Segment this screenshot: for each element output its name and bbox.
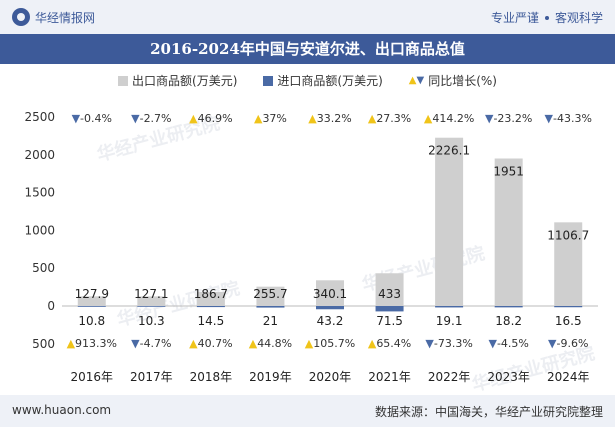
export-yoy-label: ▲27.3%: [368, 112, 411, 125]
export-bar: [316, 280, 344, 306]
import-value-label: 21: [263, 314, 278, 328]
footer: www.huaon.com 数据来源：中国海关，华经产业研究院整理: [0, 395, 615, 427]
brand-logo-icon: [12, 8, 30, 26]
brand: 华经情报网: [12, 8, 95, 26]
import-value-label: 10.3: [138, 314, 165, 328]
export-yoy-label: ▲33.2%: [308, 112, 351, 125]
export-bar: [435, 137, 464, 306]
import-value-label: 14.5: [198, 314, 225, 328]
export-yoy-label: ▼-43.3%: [545, 112, 592, 125]
import-yoy-label: ▲913.3%: [67, 337, 117, 350]
import-yoy-label: ▲44.8%: [249, 337, 292, 350]
export-value-label: 1106.7: [547, 228, 589, 242]
x-category-label: 2023年: [487, 370, 530, 384]
y-tick-label: 1000: [24, 223, 55, 237]
export-bar: [554, 222, 583, 306]
import-bar: [494, 306, 523, 308]
slogan-left: 专业严谨: [490, 11, 539, 25]
legend-export-label: 出口商品额(万美元): [132, 74, 238, 88]
y-tick-label: 2000: [24, 148, 55, 162]
export-bar: [77, 296, 106, 306]
export-bar: [196, 291, 225, 306]
separator-dot-icon: [544, 15, 549, 20]
legend: 出口商品额(万美元) 进口商品额(万美元) ▲▼ 同比增长(%): [0, 72, 615, 89]
footer-source: 数据来源：中国海关，华经产业研究院整理: [374, 405, 603, 419]
import-yoy-label: ▼-9.6%: [548, 337, 588, 350]
y-tick-label: 0: [47, 299, 55, 313]
slogan-right: 客观科学: [554, 11, 603, 25]
export-value-label: 186.7: [194, 287, 228, 301]
import-value-label: 71.5: [376, 314, 403, 328]
import-yoy-label: ▲65.4%: [368, 337, 411, 350]
import-bar: [375, 306, 404, 312]
export-value-label: 340.1: [313, 287, 347, 301]
export-bar: [256, 286, 285, 306]
export-yoy-label: ▲414.2%: [424, 112, 474, 125]
export-yoy-label: ▲46.9%: [189, 112, 232, 125]
import-value-label: 43.2: [317, 314, 344, 328]
x-category-label: 2016年: [71, 370, 114, 384]
import-yoy-label: ▲105.7%: [305, 337, 355, 350]
export-value-label: 127.9: [75, 287, 109, 301]
import-bar: [316, 306, 344, 310]
x-category-label: 2017年: [130, 370, 173, 384]
import-bar: [256, 306, 285, 308]
x-category-label: 2018年: [190, 370, 233, 384]
import-value-label: 18.2: [495, 314, 522, 328]
import-yoy-label: ▼-4.7%: [131, 337, 171, 350]
export-value-label: 433: [378, 287, 401, 301]
legend-yoy-label: 同比增长(%): [428, 74, 497, 88]
export-yoy-label: ▲37%: [254, 112, 287, 125]
x-category-label: 2022年: [428, 370, 471, 384]
y-tick-label: 2500: [24, 110, 55, 124]
x-category-label: 2019年: [249, 370, 292, 384]
export-bar: [494, 158, 523, 306]
import-value-label: 16.5: [555, 314, 582, 328]
legend-yoy: ▲▼ 同比增长(%): [409, 72, 497, 89]
export-value-label: 1951: [493, 165, 524, 179]
import-bar: [554, 306, 583, 308]
export-value-label: 255.7: [253, 287, 287, 301]
top-bar: 华经情报网 专业严谨 客观科学: [0, 0, 615, 34]
x-category-label: 2024年: [547, 370, 590, 384]
export-yoy-label: ▼-0.4%: [72, 112, 112, 125]
export-value-label: 2226.1: [428, 144, 470, 158]
x-category-label: 2021年: [368, 370, 411, 384]
export-value-label: 127.1: [134, 287, 168, 301]
slogan: 专业严谨 客观科学: [491, 9, 603, 26]
yoy-triangle-icon: ▲▼: [408, 75, 425, 86]
export-bar: [375, 273, 404, 306]
export-yoy-label: ▼-23.2%: [485, 112, 532, 125]
export-swatch-icon: [118, 75, 129, 86]
import-yoy-label: ▼-4.5%: [488, 337, 528, 350]
import-bar: [137, 306, 166, 307]
x-category-label: 2020年: [309, 370, 352, 384]
legend-export: 出口商品额(万美元): [118, 72, 237, 89]
legend-import: 进口商品额(万美元): [263, 72, 383, 89]
brand-name: 华经情报网: [35, 10, 96, 25]
export-yoy-label: ▼-2.7%: [131, 112, 171, 125]
legend-import-label: 进口商品额(万美元): [277, 74, 383, 88]
import-value-label: 19.1: [436, 314, 463, 328]
import-value-label: 10.8: [78, 314, 105, 328]
import-bar: [77, 306, 106, 307]
import-bar: [196, 306, 225, 308]
chart-title: 2016-2024年中国与安道尔进、出口商品总值: [0, 34, 615, 64]
y-tick-label: 500: [32, 261, 55, 275]
y-tick-label: 1500: [24, 186, 55, 200]
import-swatch-icon: [263, 75, 274, 86]
import-bar: [435, 306, 464, 308]
export-bar: [137, 296, 166, 306]
y-tick-label: 500: [32, 337, 55, 351]
import-yoy-label: ▲40.7%: [189, 337, 232, 350]
footer-website[interactable]: www.huaon.com: [12, 403, 112, 417]
import-yoy-label: ▼-73.3%: [425, 337, 472, 350]
